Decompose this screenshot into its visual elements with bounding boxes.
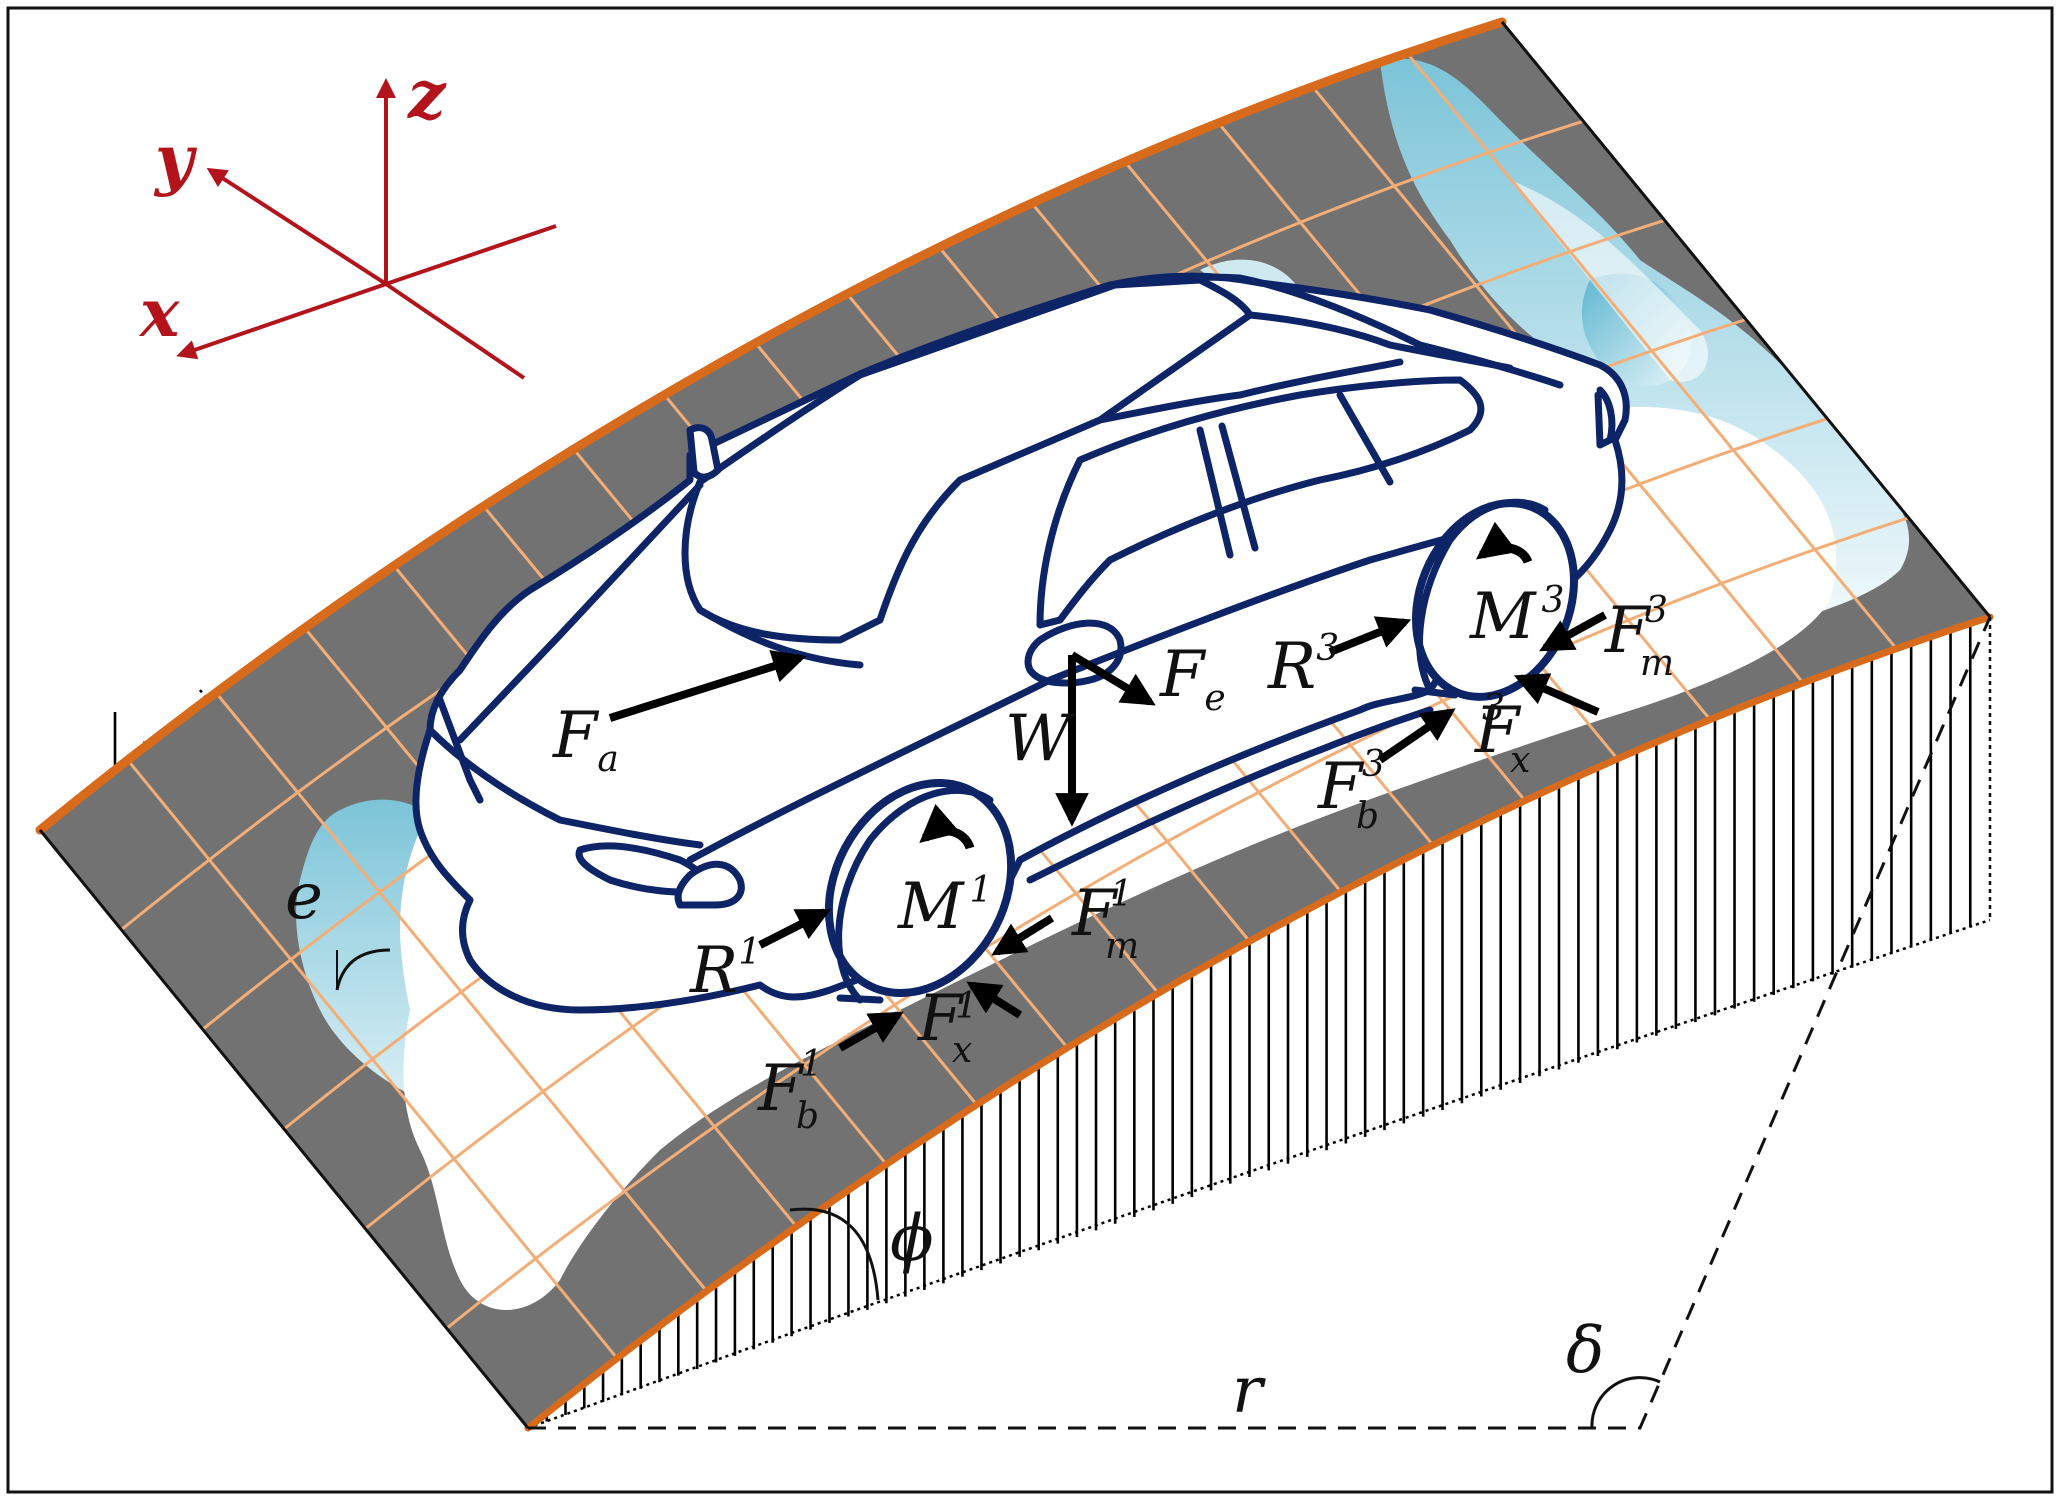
diagram-frame xyxy=(6,6,2054,1494)
label-phi: ϕ xyxy=(890,1202,934,1276)
road-edge-right xyxy=(1500,21,1992,618)
label-Fa: Fa xyxy=(552,699,619,780)
force-arrow-Fe xyxy=(1069,651,1156,706)
svg-text:m: m xyxy=(1640,643,1674,684)
svg-text:F: F xyxy=(1474,694,1522,768)
e-angle: e xyxy=(285,860,391,991)
moment-arc-front xyxy=(919,803,975,850)
y-axis xyxy=(206,167,388,286)
svg-text:3: 3 xyxy=(1362,744,1385,785)
svg-text:F: F xyxy=(1071,877,1119,951)
svg-text:F: F xyxy=(917,982,965,1056)
svg-text:3: 3 xyxy=(1645,590,1668,631)
svg-text:b: b xyxy=(796,1096,819,1137)
coordinate-axes: z y x xyxy=(138,56,557,380)
force-arrow-Fm3 xyxy=(1539,611,1607,652)
label-R1: R1 xyxy=(689,932,761,1008)
force-arrow-R3 xyxy=(1328,616,1412,656)
label-R3: R3 xyxy=(1267,628,1339,704)
label-r: r xyxy=(1232,1354,1266,1428)
svg-text:F: F xyxy=(1317,750,1365,824)
phi-angle: ϕ xyxy=(789,1202,934,1301)
svg-text:1: 1 xyxy=(955,986,978,1027)
radius-construction: r δ xyxy=(528,616,1992,1430)
force-arrow-R1 xyxy=(758,908,831,949)
label-Fx1: F 1 x xyxy=(917,982,978,1071)
svg-text:1: 1 xyxy=(800,1044,823,1085)
x-axis-label: x xyxy=(138,274,180,352)
z-axis-label: z xyxy=(407,56,447,134)
label-delta: δ xyxy=(1566,1314,1605,1388)
svg-text:F: F xyxy=(1604,594,1652,668)
label-Fb3: F 3 b xyxy=(1317,744,1385,837)
delta-angle-arc xyxy=(1590,1376,1661,1429)
svg-text:x: x xyxy=(1510,740,1530,781)
svg-text:b: b xyxy=(1356,796,1379,837)
label-Fm1: F 1 m xyxy=(1071,874,1139,967)
svg-text:x: x xyxy=(952,1030,972,1071)
car-headlight-right xyxy=(674,860,745,909)
force-arrow-Fb3 xyxy=(1377,708,1456,764)
svg-text:m: m xyxy=(1105,926,1139,967)
moment-arc-rear xyxy=(1475,521,1533,565)
road-edge-bottom xyxy=(524,613,1994,1432)
side-hatching xyxy=(545,623,1972,1422)
force-arrow-Fm1 xyxy=(991,914,1055,956)
road-edge-top xyxy=(35,17,1507,835)
force-arrows xyxy=(608,611,1607,1052)
force-arrow-Fb1 xyxy=(838,1011,904,1052)
force-arrow-Fa xyxy=(608,650,807,722)
moment-arcs xyxy=(919,521,1533,850)
force-arrow-Fx1 xyxy=(966,981,1023,1019)
label-Fx3: F 3 x xyxy=(1474,688,1530,781)
road-edge-left xyxy=(38,829,530,1429)
svg-text:3: 3 xyxy=(1482,688,1505,729)
svg-text:F: F xyxy=(757,1052,805,1126)
label-Fb1: F 1 b xyxy=(757,1044,823,1137)
svg-text:1: 1 xyxy=(1110,874,1133,915)
label-e: e xyxy=(285,860,323,934)
label-W: W xyxy=(1005,702,1076,776)
x-axis xyxy=(176,282,387,360)
force-arrow-Fx3 xyxy=(1513,673,1600,716)
label-Fm3: F 3 m xyxy=(1604,590,1674,684)
label-Fe: Fe xyxy=(1159,638,1226,719)
y-axis-label: y xyxy=(153,120,198,198)
